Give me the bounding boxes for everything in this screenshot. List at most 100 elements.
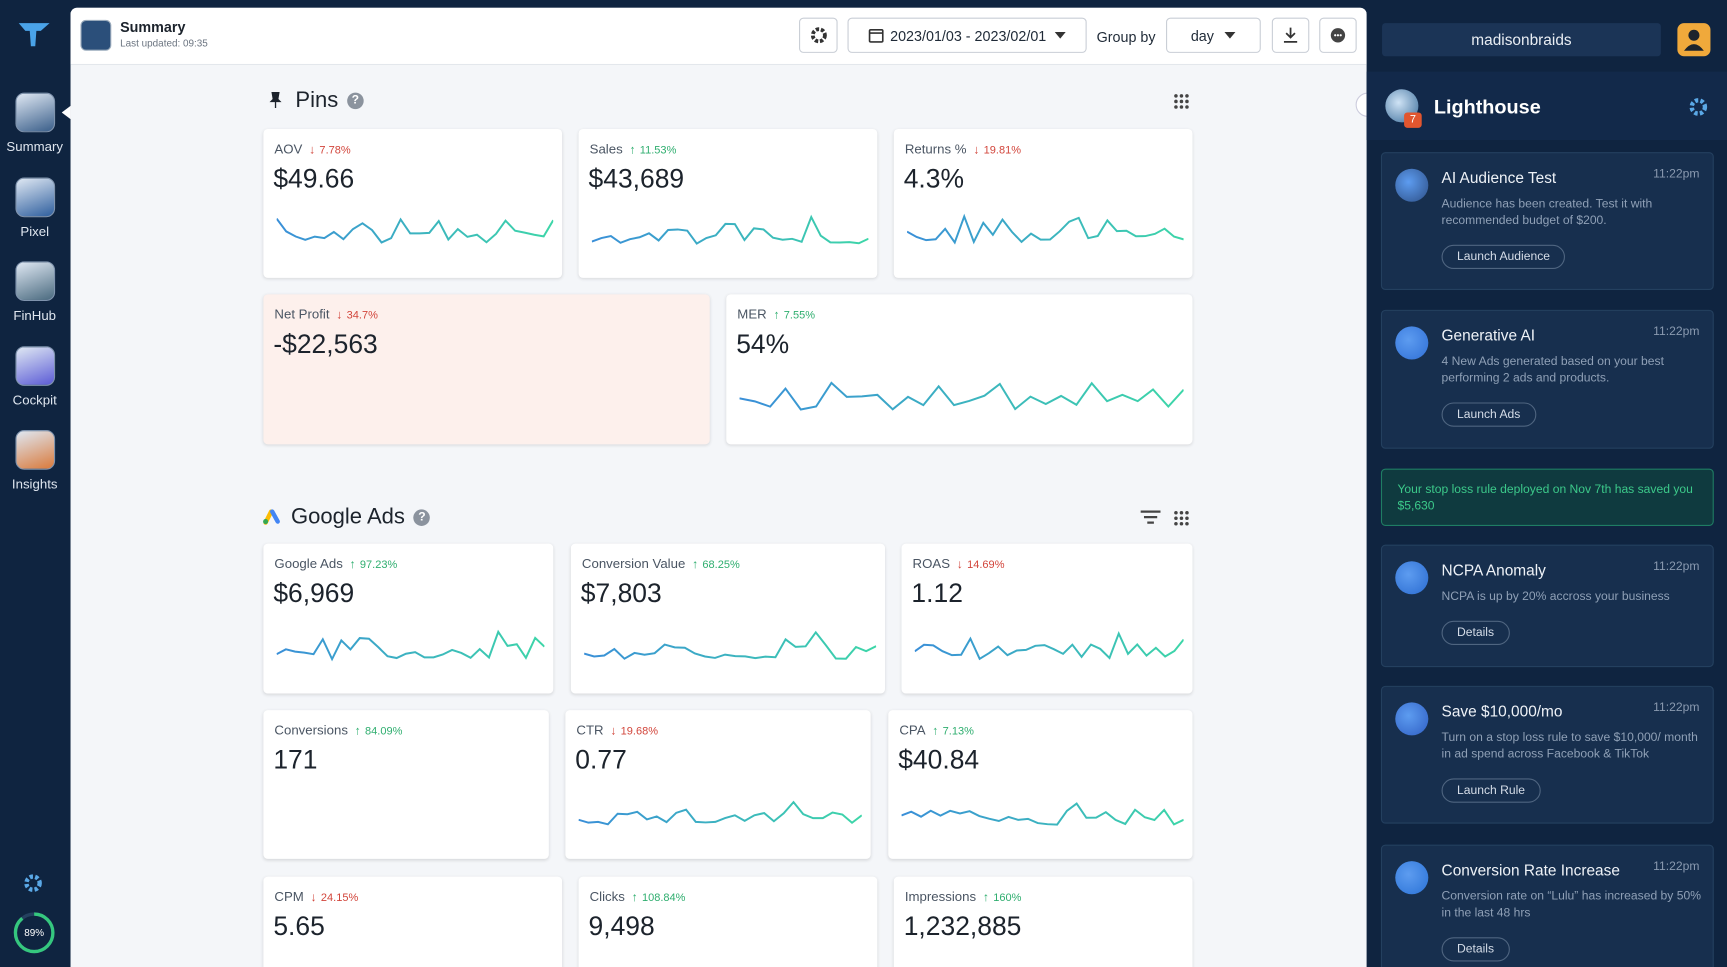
metric-label: Sales: [589, 141, 623, 157]
grid-menu[interactable]: [1173, 93, 1191, 111]
nav-label[interactable]: Summary: [6, 138, 64, 155]
change-value: 7.78%: [319, 144, 351, 157]
group-by-value: day: [1190, 27, 1214, 44]
lighthouse-title: Lighthouse: [1433, 95, 1541, 118]
change-arrow: ↑: [773, 308, 780, 322]
nav-label[interactable]: Pixel: [20, 223, 50, 239]
metric-label: CPM: [274, 888, 304, 905]
metric-card: Impressions ↑ 160% 1,232,885: [893, 876, 1193, 967]
insight-title: Save $10,000/mo: [1441, 702, 1563, 720]
nav-icon: [15, 92, 56, 133]
change-value: 34.7%: [346, 309, 378, 322]
change-arrow: ↑: [349, 557, 356, 572]
settings-icon[interactable]: [22, 872, 44, 894]
summary-icon: [80, 19, 112, 51]
insight-button[interactable]: Launch Audience: [1441, 244, 1566, 270]
metric-header: CPM ↓ 24.15%: [274, 889, 358, 904]
change-arrow: ↓: [973, 143, 980, 157]
metric-header: MER ↑ 7.55%: [737, 307, 815, 322]
last-updated: Last updated: 09:35: [120, 37, 208, 49]
metric-card: MER ↑ 7.55% 54%: [726, 294, 1193, 445]
metric-label: AOV: [274, 141, 303, 157]
metric-label: Impressions: [904, 888, 977, 905]
insight-text: Audience has been created. Test it with …: [1441, 197, 1653, 228]
insight-time: 11:22pm: [1653, 167, 1700, 181]
sparkline: [914, 630, 1184, 661]
settings-button[interactable]: [799, 17, 838, 53]
sparkline: [276, 629, 545, 662]
metric-value: $40.84: [898, 745, 980, 776]
avatar[interactable]: [1677, 23, 1711, 57]
metric-value: $6,969: [273, 578, 355, 609]
insight-button[interactable]: Launch Rule: [1441, 778, 1541, 803]
metric-value: $49.66: [273, 164, 355, 195]
insight-time: 11:22pm: [1653, 560, 1700, 574]
collapse-arrow[interactable]: [61, 105, 71, 120]
metric-label: Google Ads: [274, 555, 343, 572]
top-bar: Summary Last updated: 09:35 2023/01/03 -…: [70, 7, 1367, 66]
nav-icon: [15, 176, 56, 217]
metric-label: MER: [737, 306, 767, 322]
metric-card: Sales ↑ 11.53% $43,689: [578, 129, 878, 278]
help-icon[interactable]: ?: [413, 509, 431, 527]
metric-header: CPA ↑ 7.13%: [899, 722, 974, 737]
metric-card: Net Profit ↓ 34.7% -$22,563: [263, 294, 710, 445]
insight-card: NCPA Anomaly 11:22pm NCPA is up by 20% acc…: [1380, 544, 1714, 668]
insight-title: AI Audience Test: [1441, 168, 1557, 187]
sparkline: [739, 381, 1184, 411]
pins-title: Pins: [295, 88, 339, 113]
change-value: 108.84%: [641, 892, 686, 905]
metric-change: ↑ 97.23%: [349, 557, 397, 572]
main-area: Summary Last updated: 09:35 2023/01/03 -…: [70, 7, 1367, 967]
date-picker[interactable]: 2023/01/03 - 2023/02/01: [847, 17, 1087, 53]
metric-value: 1,232,885: [903, 911, 1022, 942]
nav-label[interactable]: FinHub: [13, 307, 57, 324]
google-ads-title: Google Ads: [290, 504, 405, 530]
insight-text: NCPA is up by 20% accross your business: [1441, 589, 1670, 604]
insight-card: AI Audience Test 11:22pm Audience has been…: [1380, 152, 1714, 290]
change-value: 11.53%: [639, 144, 677, 157]
change-value: 19.81%: [983, 144, 1022, 157]
change-value: 84.09%: [365, 725, 403, 738]
metric-change: ↓ 19.81%: [973, 143, 1022, 157]
metric-value: 1.12: [911, 578, 963, 609]
metric-card: Returns % ↓ 19.81% 4.3%: [893, 129, 1193, 278]
help-icon[interactable]: ?: [347, 92, 364, 110]
change-arrow: ↓: [310, 890, 317, 905]
metric-change: ↑ 7.55%: [773, 308, 816, 322]
metric-card: ROAS ↓ 14.69% 1.12: [901, 543, 1193, 694]
chat-button[interactable]: [1319, 17, 1357, 53]
nav-label[interactable]: Insights: [11, 476, 58, 492]
change-arrow: ↑: [932, 724, 939, 738]
change-value: 19.68%: [620, 725, 659, 738]
insight-button[interactable]: Launch Ads: [1441, 402, 1536, 427]
change-arrow: ↑: [629, 143, 636, 157]
insight-icon: [1395, 168, 1429, 202]
grid-menu[interactable]: [1173, 509, 1191, 527]
insight-icon: [1395, 561, 1429, 595]
sparkline: [276, 217, 554, 244]
panel-toggle[interactable]: [1355, 92, 1367, 117]
metric-value: 5.65: [273, 911, 325, 942]
metric-value: -$22,563: [273, 329, 378, 360]
nav-label[interactable]: Cockpit: [12, 391, 57, 408]
lighthouse-header: [1366, 71, 1727, 141]
metric-card: Conversions ↑ 84.09% 171: [263, 710, 549, 859]
user-name[interactable]: madisonbraids: [1382, 23, 1661, 57]
filter-icon[interactable]: [1140, 509, 1162, 524]
metric-label: Conversions: [274, 722, 348, 738]
insight-button[interactable]: Details: [1441, 620, 1510, 646]
metric-change: ↑ 160%: [982, 890, 1022, 905]
metric-card: AOV ↓ 7.78% $49.66: [263, 129, 563, 278]
insight-button[interactable]: Details: [1441, 937, 1510, 962]
change-value: 7.55%: [783, 309, 816, 322]
change-arrow: ↑: [982, 890, 989, 905]
group-by-select[interactable]: day: [1166, 17, 1261, 53]
metric-card: Google Ads ↑ 97.23% $6,969: [263, 543, 554, 694]
insight-icon: [1395, 326, 1429, 360]
download-button[interactable]: [1271, 17, 1310, 53]
metric-label: Returns %: [904, 141, 967, 157]
metric-change: ↓ 14.69%: [957, 558, 1005, 571]
metric-change: ↑ 7.13%: [932, 724, 974, 738]
panel-settings[interactable]: [1687, 96, 1709, 118]
